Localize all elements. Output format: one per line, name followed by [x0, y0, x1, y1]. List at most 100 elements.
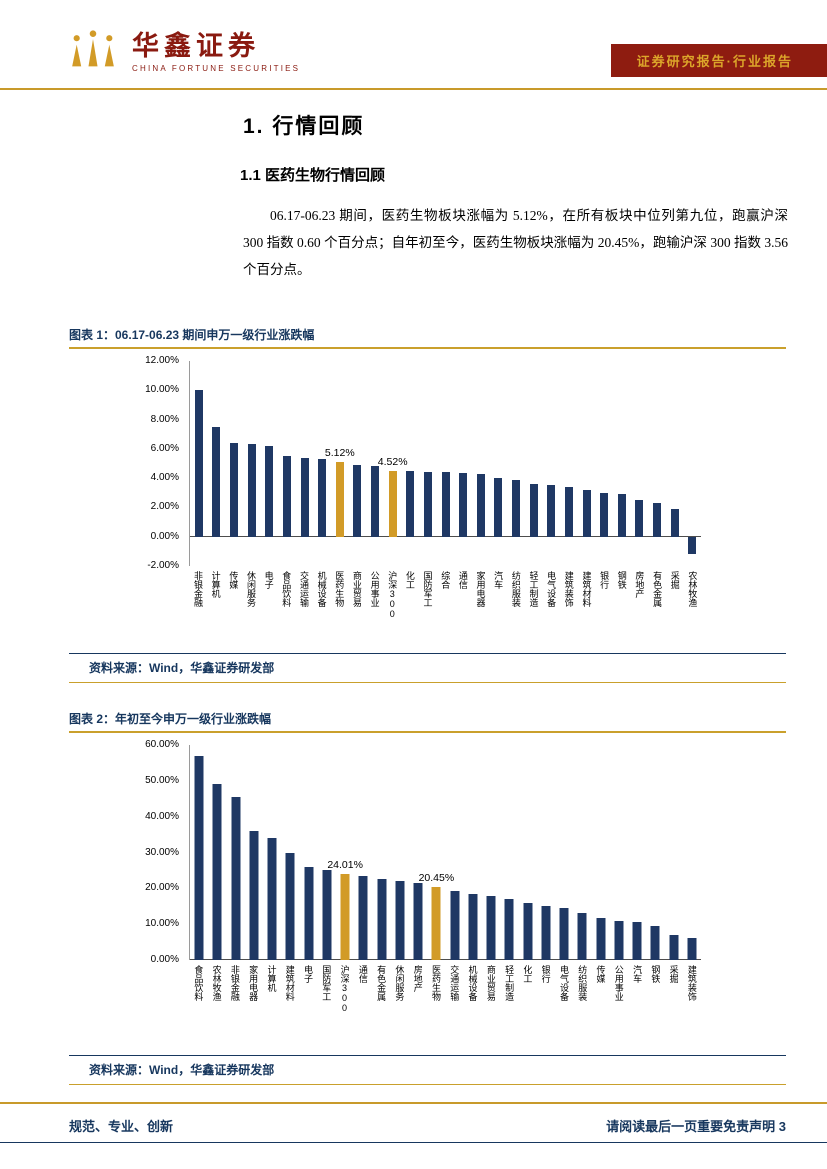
- bar-食品饮料: [282, 456, 291, 537]
- figure-1-title: 图表 1：06.17-06.23 期间申万一级行业涨跌幅: [69, 326, 786, 349]
- body-paragraph: 06.17-06.23 期间，医药生物板块涨幅为 5.12%，在所有板块中位列第…: [243, 208, 788, 277]
- category-label: 综合: [440, 571, 451, 589]
- company-name-cn: 华鑫证券: [132, 31, 260, 62]
- category-label: 银行: [599, 571, 610, 589]
- zero-axis-line: [190, 959, 701, 960]
- bar-slot: [281, 745, 299, 960]
- bar-slot: [683, 745, 701, 960]
- category-label: 交通运输: [449, 965, 460, 1001]
- y-tick-label: 0.00%: [150, 954, 179, 965]
- y-tick-label: 50.00%: [145, 774, 179, 786]
- bar-slot: [190, 361, 208, 566]
- bar-slot: [631, 361, 649, 566]
- bar-化工: [523, 902, 533, 960]
- y-tick-label: 10.00%: [145, 384, 179, 396]
- category-label: 公用事业: [369, 571, 380, 607]
- bar-综合: [441, 472, 450, 537]
- bar-slot: [373, 745, 391, 960]
- bar-农林牧渔: [688, 536, 697, 555]
- bar-slot: [543, 361, 561, 566]
- bar-传媒: [596, 917, 606, 960]
- bar-slot: [519, 745, 537, 960]
- bar-slot: [446, 745, 464, 960]
- bar-国防军工: [322, 870, 332, 960]
- category-label: 电子: [303, 965, 313, 983]
- y-tick-label: 60.00%: [145, 739, 179, 750]
- bar-chart-weekly: 12.00% 10.00% 8.00% 6.00% 4.00% 2.00% 0.00% -2.…: [69, 355, 786, 643]
- bar-汽车: [632, 922, 642, 960]
- bar-slot: [225, 361, 243, 566]
- y-tick-label: 10.00%: [145, 918, 179, 930]
- bar-有色金属: [653, 503, 662, 537]
- category-label: 食品饮料: [193, 965, 204, 1001]
- bar-slot: [402, 361, 420, 566]
- bar-slot: [245, 745, 263, 960]
- bar-slot: [684, 361, 702, 566]
- figure-1-source: 资料来源：Wind，华鑫证券研发部: [69, 653, 786, 683]
- category-label: 有色金属: [652, 571, 663, 607]
- y-tick-label: 0.00%: [150, 530, 179, 542]
- bar-食品饮料: [194, 755, 204, 960]
- bar-建筑材料: [582, 489, 591, 537]
- category-label: 房地产: [634, 571, 645, 598]
- bar-slot: [573, 745, 591, 960]
- bar-slot: [454, 361, 472, 566]
- bar-沪深300: [340, 873, 350, 960]
- y-tick-label: 20.00%: [145, 882, 179, 894]
- category-label: 轻工制造: [504, 965, 515, 1001]
- bar-机械设备: [318, 459, 327, 537]
- category-label: 建筑材料: [581, 571, 592, 607]
- bar-slot: [243, 361, 261, 566]
- bar-电气设备: [547, 485, 556, 537]
- bar-slot: [263, 745, 281, 960]
- footer-slogan: 规范、专业、创新: [69, 1119, 174, 1134]
- bar-slot: [578, 361, 596, 566]
- category-label: 化工: [404, 571, 415, 589]
- category-label: 纺织服装: [577, 965, 588, 1001]
- category-label: 传媒: [595, 965, 606, 983]
- bar-slot: [666, 361, 684, 566]
- bar-采掘: [669, 934, 679, 960]
- bar-slot: [592, 745, 610, 960]
- category-label: 国防军工: [422, 571, 433, 607]
- x-axis-labels: 食品饮料 农林牧渔 非银金融 家用电器 计算机 建筑材料 电子 国防军工 沪深300 通信 有色金属…: [189, 965, 701, 1045]
- category-label: 采掘: [669, 571, 680, 589]
- bar-slot: [208, 361, 226, 566]
- bar-电子: [265, 445, 274, 537]
- category-label: 休闲服务: [394, 965, 405, 1001]
- bar-商业贸易: [486, 895, 496, 960]
- y-tick-label: 6.00%: [150, 442, 179, 454]
- bar-slot: 5.12%: [325, 361, 355, 566]
- bar-纺织服装: [577, 913, 587, 960]
- bar-纺织服装: [512, 479, 521, 537]
- bar-电子: [304, 866, 314, 960]
- category-label: 非银金融: [229, 965, 240, 1001]
- bar-医药生物: [431, 886, 441, 960]
- category-label: 家用电器: [475, 571, 486, 607]
- category-label: 电子: [263, 571, 274, 589]
- bar-医药生物: [335, 461, 344, 537]
- bar-slot: [525, 361, 543, 566]
- bar-公用事业: [371, 466, 380, 537]
- bar-电气设备: [559, 908, 569, 960]
- bar-value-label: 4.52%: [377, 455, 408, 468]
- figure-1: 图表 1：06.17-06.23 期间申万一级行业涨跌幅 12.00% 10.00…: [69, 326, 786, 683]
- bar-通信: [358, 875, 368, 960]
- bar-休闲服务: [395, 881, 405, 960]
- y-tick-label: 40.00%: [145, 810, 179, 822]
- bar-房地产: [413, 882, 423, 960]
- bar-slot: [628, 745, 646, 960]
- header-divider: [0, 88, 827, 90]
- bar-slot: [366, 361, 384, 566]
- category-label: 机械设备: [467, 965, 478, 1001]
- bar-建筑装饰: [687, 937, 697, 960]
- bar-银行: [600, 492, 609, 537]
- bar-chart-ytd: 60.00% 50.00% 40.00% 30.00% 20.00% 10.00% 0.00…: [69, 739, 786, 1045]
- bar-家用电器: [249, 831, 259, 960]
- category-label: 医药生物: [334, 571, 345, 607]
- bar-非银金融: [194, 390, 203, 537]
- bar-家用电器: [476, 473, 485, 537]
- y-tick-label: -2.00%: [147, 560, 179, 571]
- bar-slot: [190, 745, 208, 960]
- y-axis: 60.00% 50.00% 40.00% 30.00% 20.00% 10.00% 0.00…: [69, 739, 189, 965]
